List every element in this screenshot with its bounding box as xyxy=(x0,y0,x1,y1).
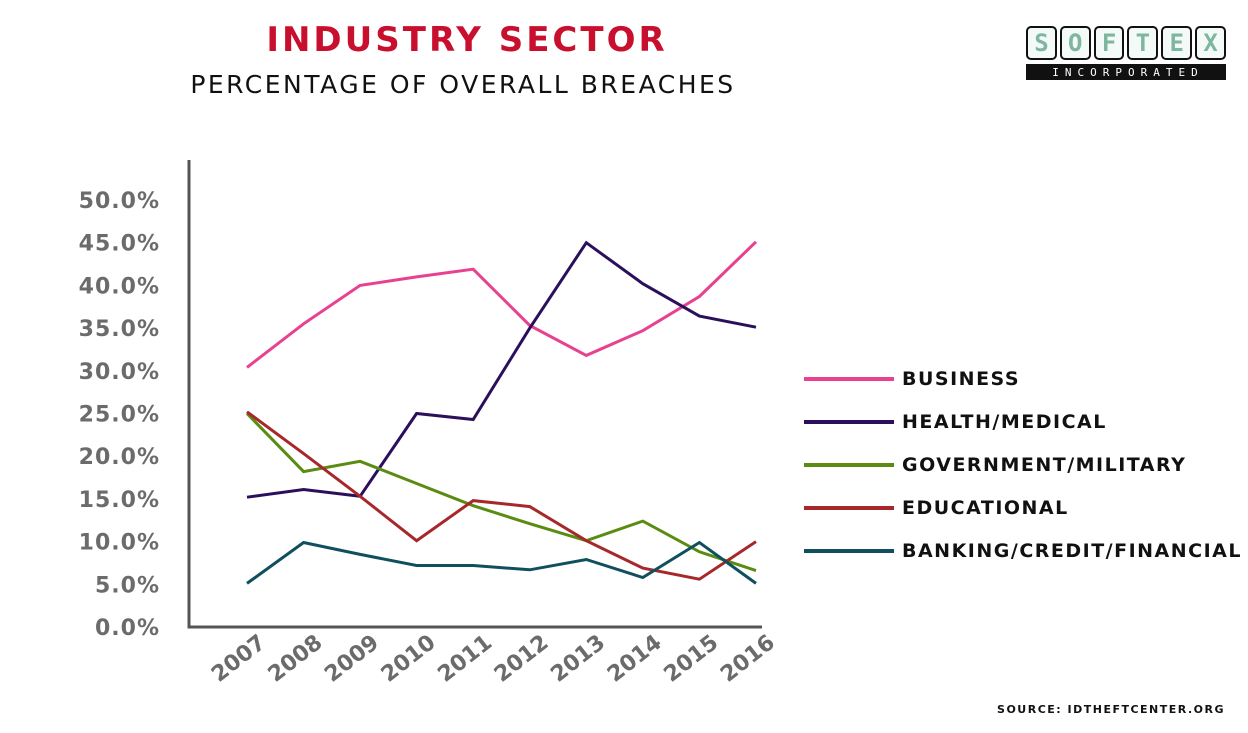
legend-label: BUSINESS xyxy=(902,367,1021,390)
legend-swatch xyxy=(804,505,894,510)
legend-label: EDUCATIONAL xyxy=(902,496,1069,519)
x-tick-label: 2012 xyxy=(490,630,554,687)
y-tick-label: 45.0% xyxy=(79,232,160,257)
series-line-business xyxy=(246,240,758,369)
legend-item: GOVERNMENT/MILITARY xyxy=(804,443,1242,486)
x-tick-label: 2015 xyxy=(660,630,724,687)
series-line-banking-credit-financial xyxy=(246,540,757,585)
logo-letter: X xyxy=(1195,26,1226,60)
logo-letter: S xyxy=(1026,26,1057,60)
chart-subtitle: PERCENTAGE OF OVERALL BREACHES xyxy=(190,70,736,99)
y-tick-label: 35.0% xyxy=(79,317,160,342)
x-tick-label: 2013 xyxy=(546,630,610,687)
chart-title: INDUSTRY SECTOR xyxy=(266,20,668,60)
series-line-health-medical xyxy=(246,240,757,499)
legend-label: BANKING/CREDIT/FINANCIAL xyxy=(902,539,1242,562)
legend-item: EDUCATIONAL xyxy=(804,486,1242,529)
x-tick-label: 2011 xyxy=(433,630,497,687)
x-tick-label: 2009 xyxy=(320,630,384,687)
legend-swatch xyxy=(804,376,894,381)
y-tick-label: 10.0% xyxy=(79,531,160,556)
logo-subtext: INCORPORATED xyxy=(1026,64,1226,80)
y-tick-label: 20.0% xyxy=(79,445,160,470)
legend-label: GOVERNMENT/MILITARY xyxy=(902,453,1187,476)
chart-legend: BUSINESS HEALTH/MEDICAL GOVERNMENT/MILITAR… xyxy=(804,357,1242,572)
x-tick-label: 2010 xyxy=(377,630,441,687)
x-tick-label: 2014 xyxy=(603,630,667,687)
legend-item: HEALTH/MEDICAL xyxy=(804,400,1242,443)
series-line-government-military xyxy=(245,412,757,573)
legend-swatch xyxy=(804,419,894,424)
y-tick-label: 30.0% xyxy=(79,360,160,385)
y-tick-label: 15.0% xyxy=(79,488,160,513)
y-tick-label: 5.0% xyxy=(95,573,160,598)
source-note: SOURCE: IDTHEFTCENTER.ORG xyxy=(997,703,1225,716)
x-tick-label: 2007 xyxy=(207,630,271,687)
y-tick-label: 25.0% xyxy=(79,403,160,428)
legend-swatch xyxy=(804,548,894,553)
logo-letter: F xyxy=(1093,26,1125,60)
legend-label: HEALTH/MEDICAL xyxy=(902,410,1107,433)
series-line-educational xyxy=(246,410,757,581)
y-tick-label: 50.0% xyxy=(79,189,160,214)
logo-letter: T xyxy=(1127,26,1159,60)
x-tick-label: 2008 xyxy=(264,630,328,687)
legend-item: BANKING/CREDIT/FINANCIAL xyxy=(804,529,1242,572)
y-tick-label: 40.0% xyxy=(79,274,160,299)
y-tick-label: 0.0% xyxy=(95,616,160,641)
logo-letter: E xyxy=(1161,26,1193,60)
legend-swatch xyxy=(804,462,894,467)
x-tick-label: 2016 xyxy=(716,630,780,687)
logo-letter: O xyxy=(1059,26,1091,60)
legend-item: BUSINESS xyxy=(804,357,1242,400)
